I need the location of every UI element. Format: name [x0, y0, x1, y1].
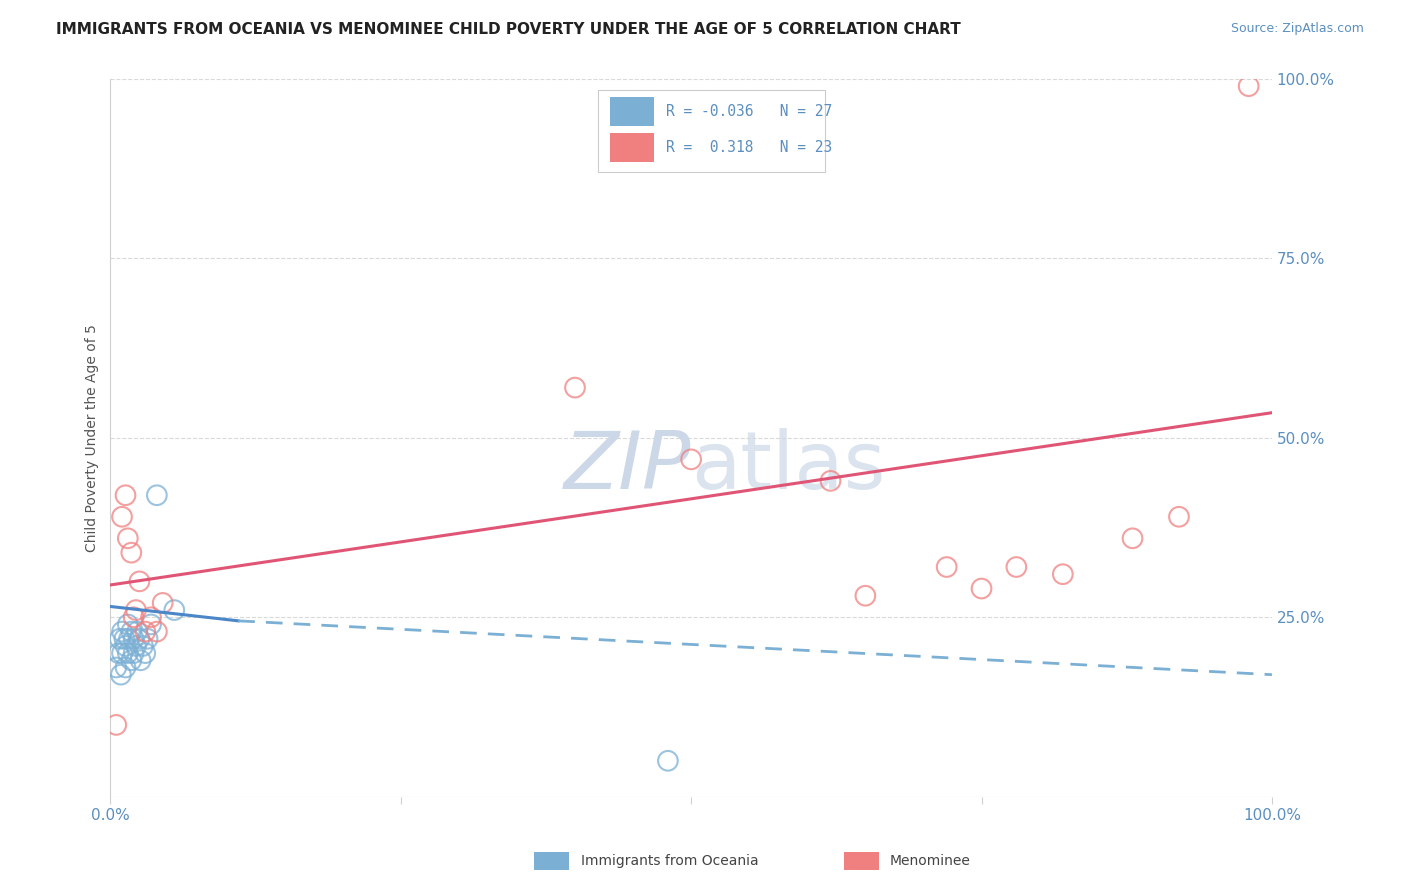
Point [125, 639, 148, 653]
Text: R = -0.036   N = 27: R = -0.036 N = 27 [665, 103, 832, 119]
Point [122, 632, 145, 646]
Point [117, 646, 139, 660]
Point [122, 646, 145, 660]
Bar [610, 133, 654, 161]
Text: Menominee: Menominee [890, 854, 972, 868]
Text: R =  0.318   N = 23: R = 0.318 N = 23 [665, 140, 832, 154]
Point [120, 653, 142, 667]
Point [1168, 509, 1191, 524]
Point [114, 488, 136, 502]
Point [117, 531, 139, 545]
Point [139, 610, 162, 624]
Point [146, 624, 169, 639]
Point [970, 582, 993, 596]
Text: ZIP: ZIP [564, 427, 692, 506]
Point [128, 632, 150, 646]
Point [1121, 531, 1143, 545]
Point [114, 639, 136, 653]
Point [118, 632, 141, 646]
Point [117, 617, 139, 632]
Point [1237, 79, 1260, 94]
Point [128, 574, 150, 589]
Point [1052, 567, 1074, 582]
Point [820, 474, 842, 488]
Point [107, 646, 129, 660]
Point [163, 603, 186, 617]
Point [134, 646, 156, 660]
Text: IMMIGRANTS FROM OCEANIA VS MENOMINEE CHILD POVERTY UNDER THE AGE OF 5 CORRELATIO: IMMIGRANTS FROM OCEANIA VS MENOMINEE CHI… [56, 22, 960, 37]
Point [114, 660, 136, 674]
Point [134, 624, 156, 639]
Point [132, 639, 155, 653]
Y-axis label: Child Poverty Under the Age of 5: Child Poverty Under the Age of 5 [86, 324, 100, 552]
Point [120, 624, 142, 639]
Point [125, 603, 148, 617]
Point [127, 624, 149, 639]
Bar [610, 97, 654, 126]
Point [657, 754, 679, 768]
Point [935, 560, 957, 574]
Text: Source: ZipAtlas.com: Source: ZipAtlas.com [1230, 22, 1364, 36]
Point [1005, 560, 1028, 574]
Point [129, 653, 152, 667]
Point [120, 546, 142, 560]
Point [152, 596, 174, 610]
Point [146, 488, 169, 502]
Point [112, 632, 135, 646]
Point [139, 617, 162, 632]
Point [681, 452, 703, 467]
Point [122, 610, 145, 624]
Point [105, 660, 128, 674]
Point [111, 509, 134, 524]
Point [853, 589, 876, 603]
Point [564, 381, 586, 395]
Point [105, 718, 128, 732]
Point [108, 632, 131, 646]
Point [111, 646, 134, 660]
Point [136, 632, 159, 646]
Text: atlas: atlas [692, 427, 886, 506]
Point [110, 667, 132, 681]
Text: Immigrants from Oceania: Immigrants from Oceania [581, 854, 758, 868]
FancyBboxPatch shape [598, 90, 825, 172]
Point [111, 624, 134, 639]
